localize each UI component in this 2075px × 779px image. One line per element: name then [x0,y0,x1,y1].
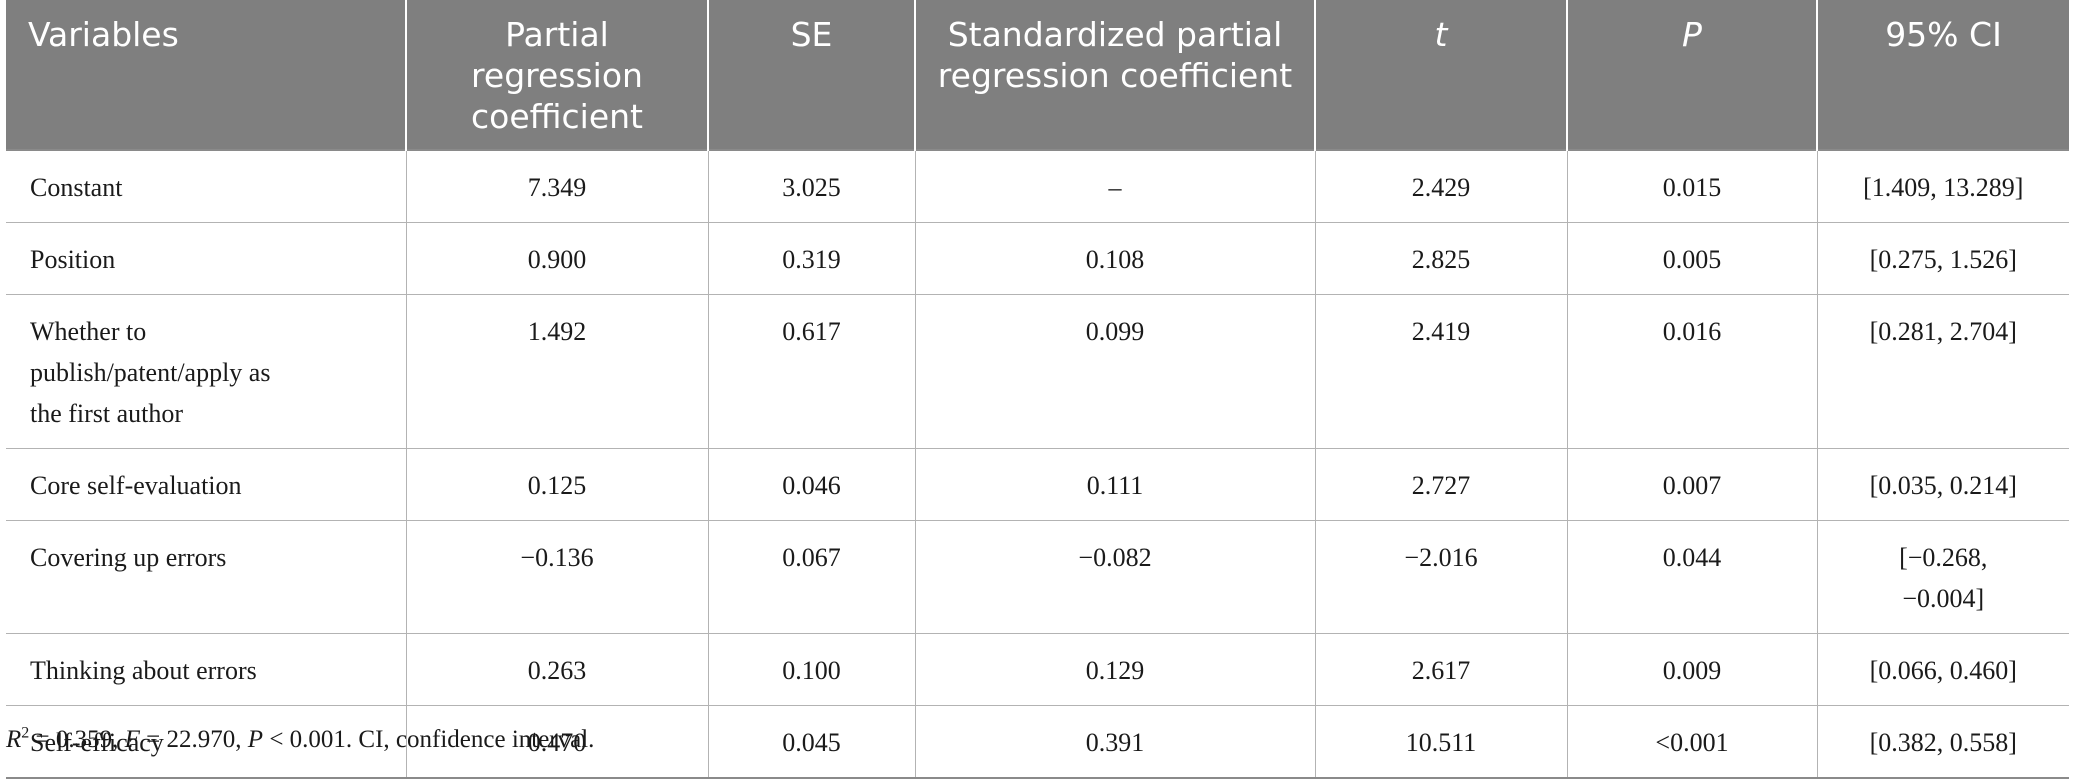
cell-ci: [0.035, 0.214] [1816,448,2069,521]
cell-ci: [0.281, 2.704] [1816,294,2069,449]
cell-ci: [0.066, 0.460] [1816,633,2069,706]
footnote-p-value: < 0.001. CI, confidence interval. [263,726,595,753]
footnote-r: R [6,726,22,753]
cell-standardized: 0.108 [914,222,1316,295]
cell-coefficient: 1.492 [405,294,709,449]
header-t: t [1314,0,1567,150]
cell-t: 2.727 [1314,448,1568,521]
table-row: Constant 7.349 3.025 – 2.429 0.015 [1.40… [6,149,2069,223]
regression-table: Variables Partial regression coefficient… [6,0,2069,779]
cell-ci: [1.409, 13.289] [1816,149,2069,223]
cell-p: <0.001 [1566,705,1818,779]
cell-p: 0.005 [1566,222,1818,295]
cell-standardized: 0.111 [914,448,1316,521]
cell-coefficient: 0.263 [405,633,709,706]
cell-se: 0.067 [707,520,916,634]
cell-standardized: −0.082 [914,520,1316,634]
table-row: Whether to publish/patent/apply as the f… [6,294,2069,449]
cell-standardized: – [914,149,1316,223]
cell-t: −2.016 [1314,520,1568,634]
table-row: Thinking about errors 0.263 0.100 0.129 … [6,633,2069,706]
cell-se: 0.319 [707,222,916,295]
table-row: Core self-evaluation 0.125 0.046 0.111 2… [6,448,2069,521]
cell-variable: Constant [6,149,407,223]
cell-standardized: 0.391 [914,705,1316,779]
cell-variable: Covering up errors [6,520,407,634]
cell-coefficient: 7.349 [405,149,709,223]
cell-t: 2.617 [1314,633,1568,706]
cell-se: 3.025 [707,149,916,223]
table-header-row: Variables Partial regression coefficient… [6,0,2069,150]
header-p: P [1566,0,1817,150]
header-variables: Variables [6,0,406,150]
cell-p: 0.044 [1566,520,1818,634]
table-row: Position 0.900 0.319 0.108 2.825 0.005 [… [6,222,2069,295]
regression-table-container: Variables Partial regression coefficient… [6,0,2069,779]
cell-variable: Position [6,222,407,295]
cell-ci: [0.382, 0.558] [1816,705,2069,779]
header-partial-regression-coefficient: Partial regression coefficient [405,0,708,150]
cell-t: 2.825 [1314,222,1568,295]
cell-t: 2.429 [1314,149,1568,223]
header-95-ci: 95% CI [1816,0,2069,150]
cell-standardized: 0.099 [914,294,1316,449]
cell-se: 0.045 [707,705,916,779]
cell-ci: [−0.268, −0.004] [1816,520,2069,634]
cell-variable: Thinking about errors [6,633,407,706]
cell-variable: Core self-evaluation [6,448,407,521]
footnote-f: F [124,726,140,753]
table-row: Covering up errors −0.136 0.067 −0.082 −… [6,520,2069,634]
footnote-p: P [247,726,264,753]
cell-standardized: 0.129 [914,633,1316,706]
footnote-f-value: = 22.970, [139,726,248,753]
cell-coefficient: 0.125 [405,448,709,521]
footnote-r-exponent: 2 [21,724,30,742]
cell-p: 0.016 [1566,294,1818,449]
footnote-r-value: = 0.359, [29,726,125,753]
cell-p: 0.007 [1566,448,1818,521]
cell-p: 0.009 [1566,633,1818,706]
cell-coefficient: −0.136 [405,520,709,634]
header-standardized-coefficient: Standardized partial regression coeffici… [914,0,1315,150]
cell-p: 0.015 [1566,149,1818,223]
cell-se: 0.617 [707,294,916,449]
cell-se: 0.046 [707,448,916,521]
cell-se: 0.100 [707,633,916,706]
cell-t: 10.511 [1314,705,1568,779]
cell-coefficient: 0.900 [405,222,709,295]
header-se: SE [707,0,915,150]
cell-variable: Whether to publish/patent/apply as the f… [6,294,407,449]
table-footnote: R2 = 0.359, F = 22.970, P < 0.001. CI, c… [6,724,595,754]
cell-t: 2.419 [1314,294,1568,449]
cell-ci: [0.275, 1.526] [1816,222,2069,295]
